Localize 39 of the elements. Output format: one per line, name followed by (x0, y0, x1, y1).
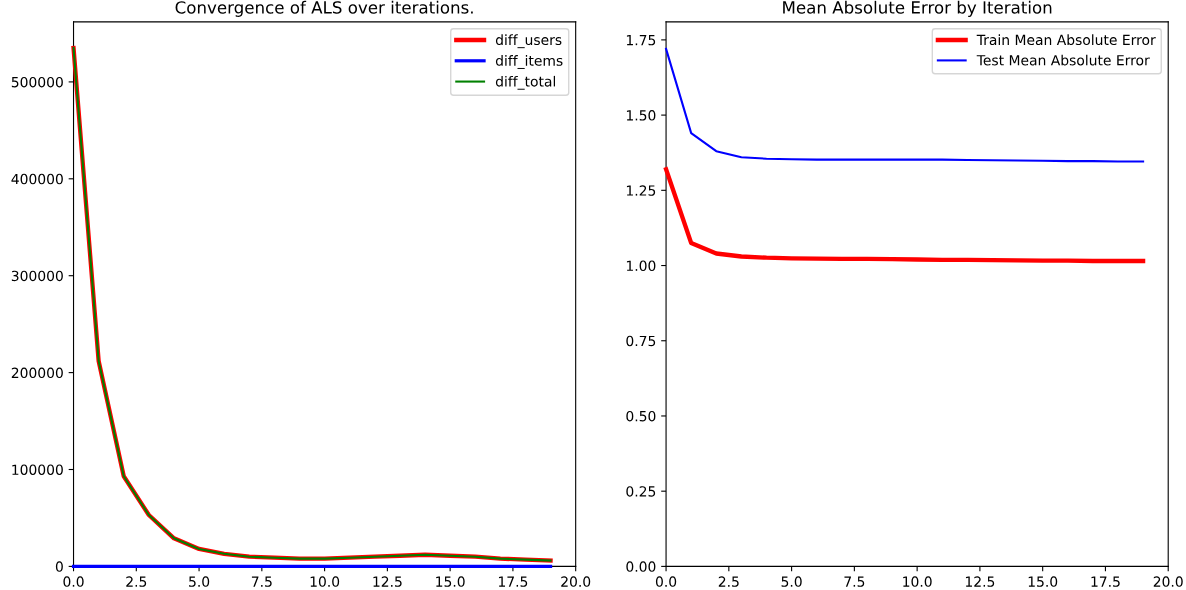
legend-label: diff_users (495, 34, 562, 49)
x-tick-label: 2.5 (718, 576, 739, 587)
y-tick-label: 500000 (11, 76, 63, 88)
y-tick-label: 1.00 (626, 260, 656, 272)
y-tick-label: 0.50 (626, 410, 656, 422)
x-tick-label: 5.0 (781, 576, 802, 587)
y-tick-label: 0.00 (626, 561, 656, 572)
x-tick-label: 10.0 (310, 576, 340, 587)
y-tick-label: 1.75 (626, 35, 656, 46)
x-tick-label: 12.5 (373, 576, 402, 587)
x-tick-label: 12.5 (965, 576, 995, 587)
legend-label: Test Mean Absolute Error (976, 54, 1150, 66)
x-tick-label: 0.0 (63, 576, 84, 587)
x-tick-label: 20.0 (1153, 576, 1183, 587)
x-tick-label: 17.5 (498, 576, 528, 587)
x-tick-label: 20.0 (561, 576, 591, 587)
y-tick-label: 100000 (12, 464, 63, 475)
chart-title: Convergence of ALS over iterations. (175, 0, 473, 17)
x-tick-label: 17.5 (1091, 576, 1120, 587)
x-tick-label: 7.5 (844, 576, 865, 587)
x-tick-label: 10.0 (903, 576, 932, 587)
y-tick-label: 300000 (11, 270, 63, 282)
legend-label: Train Mean Absolute Error (976, 34, 1156, 46)
x-tick-label: 5.0 (189, 576, 210, 587)
y-tick-label: 1.50 (626, 110, 656, 121)
x-tick-label: 7.5 (251, 576, 272, 587)
x-tick-label: 0.0 (655, 576, 677, 587)
x-tick-label: 15.0 (436, 576, 465, 587)
y-tick-label: 400000 (11, 173, 63, 185)
chart-title: Mean Absolute Error by Iteration (783, 0, 1052, 17)
y-tick-label: 1.25 (626, 185, 656, 196)
y-tick-label: 0.75 (626, 335, 656, 347)
y-tick-label: 200000 (11, 367, 63, 379)
legend-label: diff_items (495, 55, 563, 69)
y-tick-label: 0.25 (626, 486, 656, 497)
x-tick-label: 15.0 (1028, 576, 1058, 587)
legend-label: diff_total (495, 75, 556, 90)
x-tick-label: 2.5 (126, 576, 147, 587)
y-tick-label: 0 (55, 561, 63, 572)
